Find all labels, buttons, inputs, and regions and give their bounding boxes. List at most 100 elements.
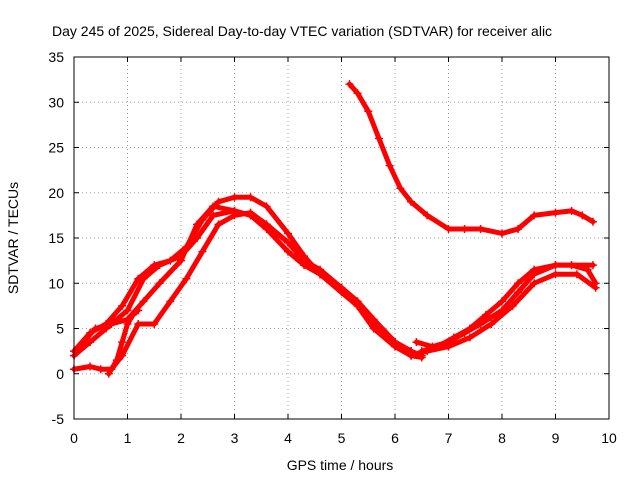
- data-point-marker: [514, 224, 523, 233]
- data-point-marker: [498, 297, 506, 306]
- data-point-marker: [96, 365, 105, 374]
- data-point-marker: [155, 279, 164, 288]
- data-point-marker: [337, 283, 346, 292]
- data-point-marker: [572, 270, 581, 279]
- series-track-i: [407, 270, 600, 360]
- data-point-marker: [209, 202, 218, 211]
- series-track-e: [104, 306, 143, 378]
- data-point-marker: [591, 283, 600, 292]
- data-point-marker: [412, 338, 421, 347]
- x-tick-label: 8: [498, 430, 506, 446]
- data-point-marker: [166, 256, 175, 265]
- data-point-marker: [374, 134, 383, 143]
- data-point-marker: [284, 247, 292, 256]
- data-point-marker: [166, 297, 175, 306]
- data-point-marker: [578, 211, 587, 220]
- data-point-marker: [209, 211, 218, 220]
- data-point-marker: [487, 319, 496, 328]
- data-point-marker: [551, 261, 560, 270]
- data-point-marker: [91, 324, 100, 333]
- data-point-marker: [530, 279, 539, 288]
- x-tick-label: 5: [338, 430, 346, 446]
- data-point-marker: [246, 193, 255, 202]
- x-tick-label: 9: [552, 430, 560, 446]
- data-point-marker: [481, 310, 490, 319]
- data-point-marker: [262, 220, 271, 229]
- series-track-f: [345, 80, 597, 238]
- data-point-marker: [508, 301, 517, 310]
- data-point-marker: [530, 211, 539, 220]
- y-tick-label: -5: [52, 411, 65, 427]
- data-point-marker: [514, 288, 523, 297]
- x-tick-label: 4: [284, 430, 292, 446]
- data-point-marker: [134, 274, 143, 283]
- data-point-marker: [86, 338, 95, 347]
- data-point-marker: [112, 356, 121, 365]
- y-tick-label: 10: [48, 275, 64, 291]
- data-point-marker: [118, 301, 127, 310]
- data-point-marker: [465, 324, 474, 333]
- data-point-marker: [118, 338, 127, 347]
- data-point-marker: [567, 261, 576, 270]
- data-point-marker: [134, 306, 143, 315]
- series-line: [408, 271, 599, 359]
- data-point-marker: [123, 319, 132, 328]
- data-point-marker: [385, 161, 394, 170]
- data-point-marker: [86, 362, 95, 371]
- data-point-marker: [139, 297, 148, 306]
- data-point-marker: [104, 369, 113, 378]
- data-point-marker: [423, 211, 432, 220]
- data-point-marker: [214, 220, 223, 229]
- y-tick-label: 35: [48, 49, 64, 65]
- data-point-marker: [198, 247, 207, 256]
- data-point-marker: [353, 297, 362, 306]
- data-point-marker: [407, 197, 416, 206]
- series-line: [106, 307, 141, 377]
- data-point-marker: [123, 306, 132, 315]
- data-point-marker: [262, 202, 271, 211]
- data-point-marker: [150, 261, 159, 270]
- data-point-marker: [128, 310, 137, 319]
- data-point-marker: [514, 279, 523, 288]
- y-tick-label: 0: [56, 366, 64, 382]
- data-point-marker: [150, 319, 159, 328]
- ticks: 0 1 2 3 4 5 6 7 8 9 10 -5 0 5 10 15 20 25 30 35: [48, 49, 617, 446]
- x-tick-label: 10: [601, 430, 617, 446]
- data-point-marker: [353, 89, 362, 98]
- data-point-marker: [134, 319, 143, 328]
- grid: [74, 57, 609, 419]
- data-point-marker: [284, 229, 292, 238]
- data-point-marker: [551, 208, 560, 217]
- y-tick-label: 30: [48, 94, 64, 110]
- data-point-marker: [182, 274, 191, 283]
- x-tick-label: 2: [177, 430, 185, 446]
- data-point-marker: [230, 193, 239, 202]
- data-point-marker: [284, 238, 292, 247]
- data-point-marker: [588, 217, 597, 226]
- data-point-marker: [465, 333, 474, 342]
- chart-title: Day 245 of 2025, Sidereal Day-to-day VTE…: [52, 23, 552, 39]
- data-point-marker: [567, 206, 576, 215]
- data-point-marker: [444, 224, 453, 233]
- x-tick-label: 7: [445, 430, 453, 446]
- data-point-marker: [177, 256, 185, 265]
- data-point-marker: [460, 224, 469, 233]
- data-point-marker: [449, 333, 458, 342]
- y-tick-label: 15: [48, 230, 64, 246]
- data-point-marker: [193, 220, 202, 229]
- x-tick-label: 1: [124, 430, 132, 446]
- data-point-marker: [423, 347, 432, 356]
- data-point-marker: [246, 208, 255, 217]
- x-tick-label: 0: [70, 430, 78, 446]
- data-point-marker: [396, 184, 405, 193]
- data-point-marker: [369, 315, 378, 324]
- y-tick-label: 25: [48, 140, 64, 156]
- data-point-marker: [107, 319, 116, 328]
- y-axis-label: SDTVAR / TECUs: [5, 182, 21, 294]
- data-point-marker: [588, 261, 597, 270]
- y-tick-label: 5: [56, 321, 64, 337]
- data-point-marker: [444, 342, 453, 351]
- data-point-marker: [214, 197, 223, 206]
